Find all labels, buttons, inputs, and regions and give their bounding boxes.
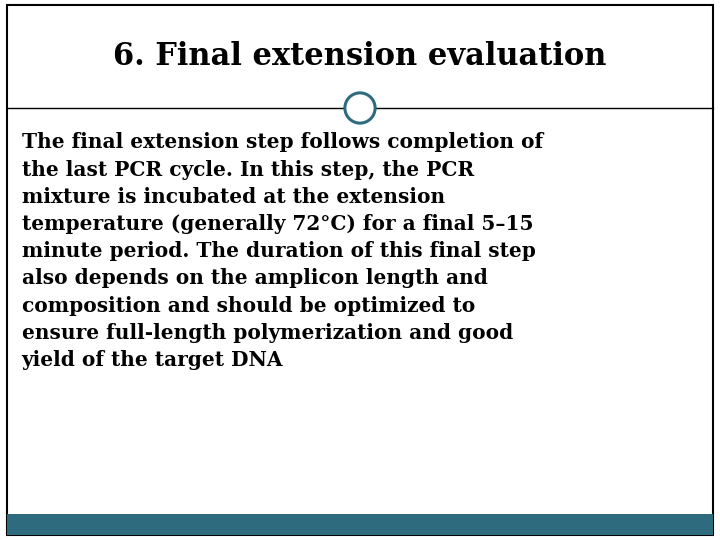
FancyBboxPatch shape	[7, 5, 713, 535]
Ellipse shape	[345, 93, 375, 123]
Text: The final extension step follows completion of
the last PCR cycle. In this step,: The final extension step follows complet…	[22, 132, 543, 370]
Text: 6. Final extension evaluation: 6. Final extension evaluation	[113, 41, 607, 72]
FancyBboxPatch shape	[7, 514, 713, 535]
